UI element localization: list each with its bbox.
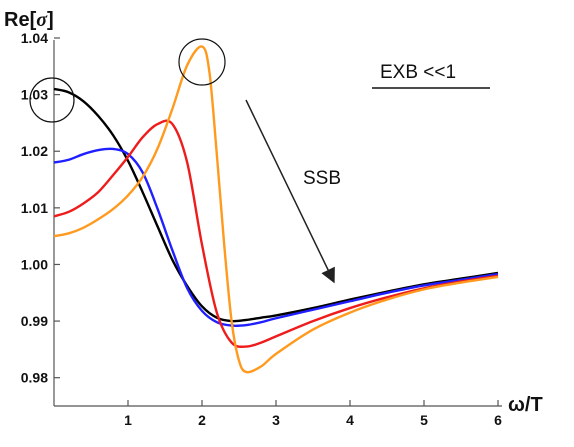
y-axis-label-symbol: σ xyxy=(36,9,48,31)
ssb-arrow xyxy=(245,99,335,284)
y-axis-label-suffix: ] xyxy=(47,9,54,31)
x-tick-label: 6 xyxy=(494,412,502,428)
y-tick-label: 0.99 xyxy=(21,313,48,329)
series-line-blue xyxy=(53,147,499,327)
x-tick-label: 5 xyxy=(420,412,428,428)
x-tick-label: 3 xyxy=(272,412,280,428)
y-tick-label: 1.01 xyxy=(21,200,48,216)
y-tick-label: 1.03 xyxy=(21,87,48,103)
series-line-black xyxy=(53,87,499,323)
series-group xyxy=(53,45,499,374)
x-tick-label: 2 xyxy=(198,412,206,428)
y-tick-label: 0.98 xyxy=(21,370,48,386)
x-axis-label: ω/T xyxy=(508,394,543,416)
x-ticks: 1 2 3 4 5 6 xyxy=(124,400,502,428)
exb-annotation: EXB <<1 xyxy=(380,62,456,83)
ssb-annotation: SSB xyxy=(303,168,341,189)
y-tick-label: 1.00 xyxy=(21,256,48,272)
y-axis-label-prefix: Re[ xyxy=(4,9,37,31)
black-peak-circle xyxy=(29,77,75,123)
series-line-red xyxy=(53,119,499,348)
x-tick-label: 4 xyxy=(346,412,354,428)
y-tick-label: 1.02 xyxy=(21,143,48,159)
y-axis-label: Re[σ] xyxy=(4,9,54,31)
orange-peak-circle xyxy=(178,38,226,86)
series-line-orange xyxy=(53,45,499,374)
y-tick-label: 1.04 xyxy=(21,30,48,46)
x-tick-label: 1 xyxy=(124,412,132,428)
y-ticks: 0.98 0.99 1.00 1.01 1.02 1.03 1.04 xyxy=(21,30,60,386)
